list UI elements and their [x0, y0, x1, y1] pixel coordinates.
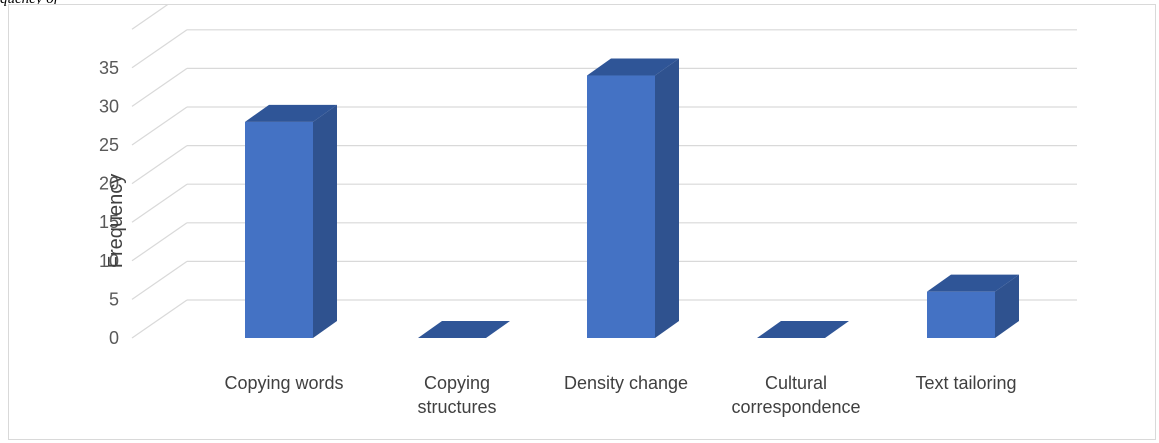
caption-fragment: quency of	[0, 0, 58, 8]
y-tick-label: 30	[99, 96, 119, 116]
y-tick-label: 35	[99, 58, 119, 78]
gridline-diagonal	[131, 222, 188, 262]
bar	[757, 321, 849, 338]
bar-top	[757, 321, 849, 338]
y-tick-label: 25	[99, 135, 119, 155]
gridline-diagonal	[131, 29, 188, 69]
gridline-diagonal	[131, 299, 188, 339]
category-label: Density change	[564, 373, 688, 393]
bar-top	[418, 321, 510, 338]
chart-area: 0 5 10 15 20 25 30 35 Copying words Copying struc…	[8, 4, 1156, 440]
bar-front	[245, 121, 313, 338]
category-label: Cultural	[765, 373, 827, 393]
gridline-diagonal	[131, 5, 169, 30]
bar-top	[587, 58, 679, 76]
category-label: Copying words	[224, 373, 343, 393]
bar	[418, 321, 510, 338]
bar-side	[995, 274, 1019, 338]
category-label: structures	[417, 397, 496, 417]
bar	[245, 104, 337, 338]
gridline-diagonal	[131, 183, 188, 223]
y-tick-labels: 0 5 10 15 20 25 30 35	[99, 58, 119, 348]
bar-side	[313, 104, 337, 338]
bar-chart: 0 5 10 15 20 25 30 35 Copying words Copying struc…	[99, 5, 1077, 417]
y-axis-title: Frequency	[105, 174, 127, 269]
y-tick-label: 10	[99, 251, 119, 271]
gridline-diagonal	[131, 106, 188, 146]
y-tick-label: 20	[99, 174, 119, 194]
bar	[927, 274, 1019, 338]
category-labels: Copying words Copying structures Density ch…	[224, 373, 1016, 417]
y-tick-label: 0	[109, 328, 119, 348]
bar-top	[927, 274, 1019, 292]
bar-top	[245, 104, 337, 122]
bars	[245, 58, 1019, 339]
gridline-diagonal	[131, 260, 188, 300]
bar	[587, 58, 679, 339]
category-label: Text tailoring	[915, 373, 1016, 393]
y-tick-label: 15	[99, 212, 119, 232]
bar-side	[655, 58, 679, 339]
y-tick-label: 5	[109, 289, 119, 309]
bar-front	[587, 75, 655, 339]
gridline-diagonal	[131, 67, 188, 107]
category-label: correspondence	[731, 397, 860, 417]
category-label: Copying	[424, 373, 490, 393]
gridline-diagonal	[131, 145, 188, 185]
bar-front	[927, 291, 995, 338]
